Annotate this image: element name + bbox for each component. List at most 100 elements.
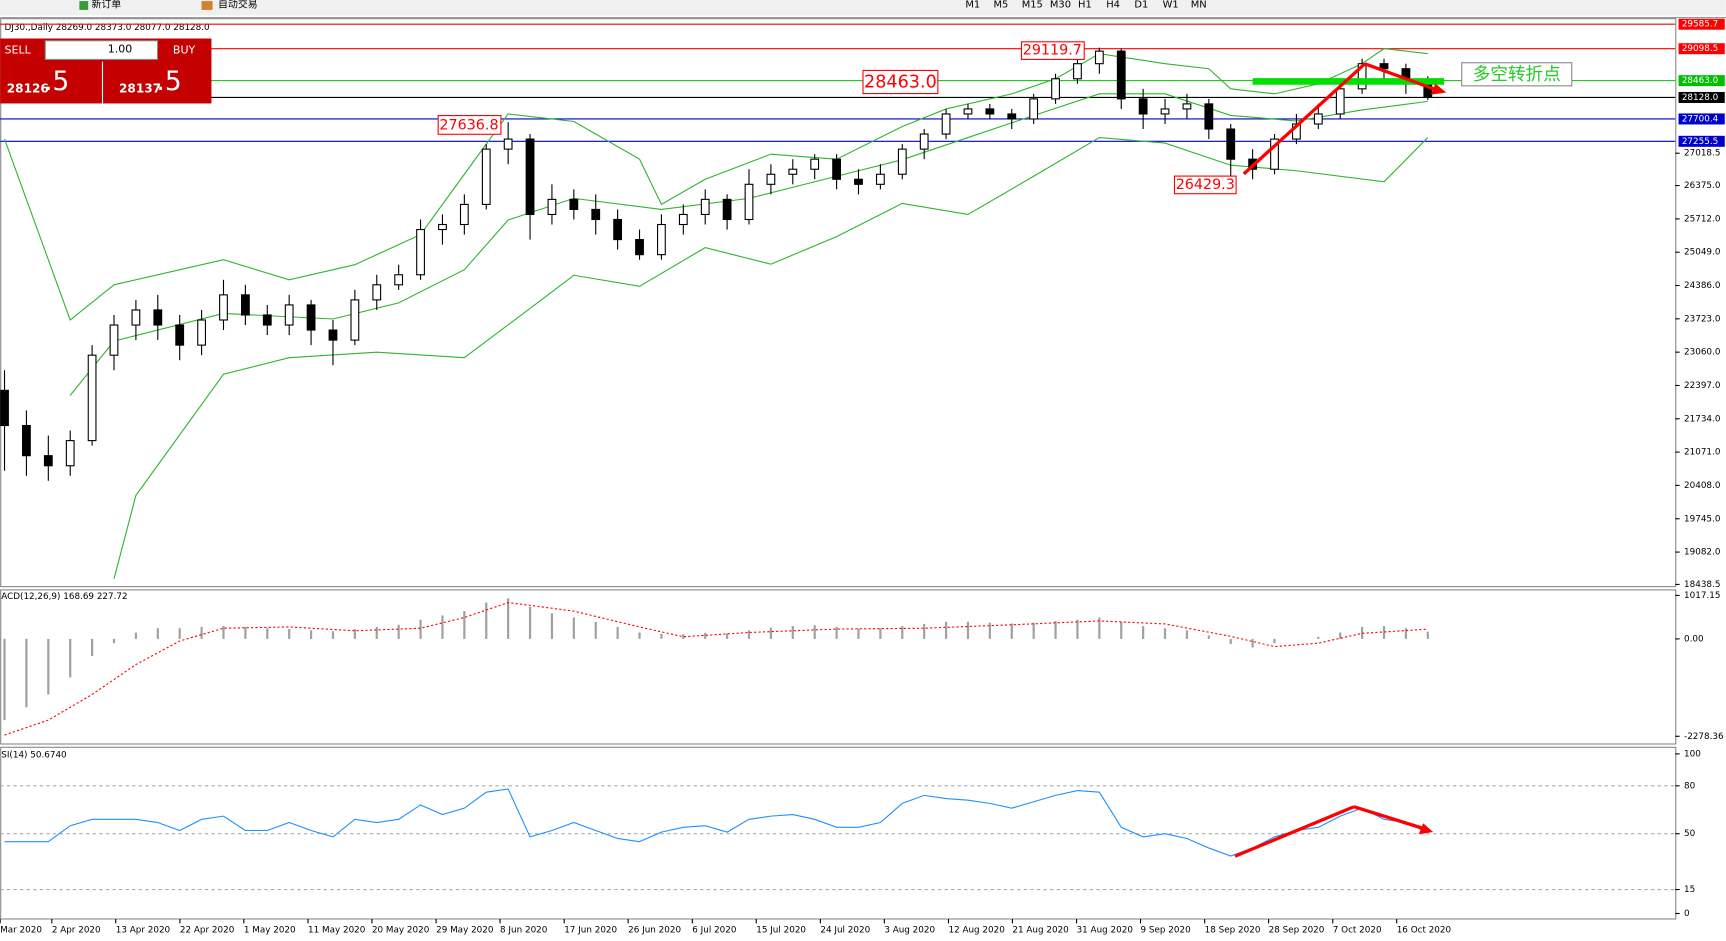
annotation-box — [1461, 62, 1573, 87]
timeframe[interactable]: M5 — [994, 0, 1009, 10]
x-tick-label: 16 Oct 2020 — [1397, 925, 1452, 935]
x-tick-label: 20 May 2020 — [372, 925, 430, 935]
auto-trading-icon[interactable] — [201, 1, 213, 10]
candle-body — [328, 329, 338, 341]
candle-body — [963, 108, 973, 115]
trade-panel: SELL 1.00 BUY 28126 .5 28137 .5 — [0, 38, 212, 104]
timeframe[interactable]: M15 — [1022, 0, 1043, 10]
candle-body — [1182, 103, 1192, 110]
candle-body — [175, 324, 185, 346]
candle-body — [350, 299, 360, 341]
y-tick-label: 15 — [1684, 885, 1695, 895]
candle-body — [1204, 103, 1214, 130]
lot-value[interactable]: 1.00 — [108, 43, 133, 56]
rsi-line — [4, 788, 1429, 857]
candle-body — [503, 138, 513, 150]
candle-body — [459, 203, 469, 226]
x-tick-label: 15 Jul 2020 — [756, 925, 806, 935]
x-tick-label: 7 Oct 2020 — [1333, 925, 1382, 935]
ask-price[interactable]: 28137 — [119, 82, 161, 96]
timeframe[interactable]: M1 — [965, 0, 980, 10]
candle-body — [219, 294, 228, 321]
candle-body — [832, 158, 841, 180]
candle-body — [1335, 88, 1345, 115]
y-tick-label: 21071.0 — [1684, 448, 1721, 458]
timeframe[interactable]: D1 — [1134, 0, 1148, 10]
y-tick-label: 26375.0 — [1684, 181, 1721, 191]
signal-line — [4, 601, 1428, 736]
y-tick-label: 19082.0 — [1684, 548, 1721, 558]
x-tick-label: 12 Aug 2020 — [948, 925, 1005, 935]
timeframe[interactable]: M30 — [1050, 0, 1071, 10]
candle-body — [810, 158, 820, 170]
candle-body — [240, 294, 250, 316]
candle-body — [766, 173, 776, 185]
auto-trading[interactable]: 自动交易 — [218, 0, 258, 10]
pane — [0, 589, 1677, 745]
candle-body — [1051, 78, 1060, 100]
candle-body — [65, 440, 75, 467]
timeframe[interactable]: H1 — [1078, 0, 1092, 10]
annotation: 27636.8 — [439, 117, 498, 133]
annotation: 29119.7 — [1023, 43, 1082, 59]
candle-body — [1094, 50, 1104, 65]
level-label: 27700.4 — [1682, 114, 1719, 124]
rsi-title: SI(14) 50.6740 — [1, 751, 67, 761]
y-tick-label: 25049.0 — [1684, 248, 1721, 258]
timeframe[interactable]: H4 — [1106, 0, 1120, 10]
candle-body — [985, 108, 995, 115]
timeframe[interactable]: MN — [1191, 0, 1207, 10]
candle-body — [569, 198, 579, 210]
bollinger-band — [69, 93, 1428, 396]
level-tag — [1678, 75, 1725, 87]
lot-input[interactable] — [44, 40, 159, 60]
y-tick-label: 50 — [1684, 829, 1696, 839]
candle-body — [525, 138, 535, 216]
candle-body — [197, 319, 206, 346]
rsi-arrow — [1234, 805, 1355, 858]
x-tick-label: 2 Apr 2020 — [52, 925, 101, 935]
timeframe[interactable]: W1 — [1163, 0, 1179, 10]
candle-body — [153, 309, 163, 326]
candle-body — [1029, 98, 1039, 120]
x-tick-label: 17 Jun 2020 — [564, 925, 617, 935]
candle-body — [678, 213, 688, 226]
bollinger-band — [4, 48, 1428, 321]
level-label: 28128.0 — [1682, 93, 1719, 103]
ask-frac[interactable]: .5 — [156, 66, 181, 97]
buy-button[interactable]: BUY — [173, 44, 196, 57]
sell-button[interactable]: SELL — [5, 44, 32, 57]
candle-body — [262, 314, 272, 326]
y-tick-label: 22397.0 — [1684, 381, 1721, 391]
candle-body — [657, 223, 666, 256]
arrow-head — [1430, 83, 1447, 95]
new-order[interactable]: 新订单 — [91, 0, 121, 10]
y-tick-label: 19745.0 — [1684, 514, 1721, 524]
annotation-box — [437, 115, 502, 135]
level-label: 29098.5 — [1682, 44, 1718, 54]
level-tag — [1678, 43, 1725, 55]
y-tick-label: 18438.5 — [1684, 580, 1720, 590]
candle-body — [547, 198, 557, 216]
candle-body — [43, 455, 53, 467]
bid-price[interactable]: 28126 — [7, 82, 49, 96]
candle-body — [481, 148, 491, 205]
level-tag — [1678, 135, 1725, 147]
x-tick-label: 28 Sep 2020 — [1269, 925, 1325, 935]
x-tick-label: 13 Apr 2020 — [116, 925, 171, 935]
y-tick-label: 80 — [1684, 781, 1696, 791]
x-tick-label: 11 May 2020 — [308, 925, 366, 935]
candle-body — [131, 309, 141, 326]
new-order-icon[interactable] — [79, 1, 89, 10]
annotation-box — [1020, 41, 1085, 60]
level-tag — [1678, 113, 1725, 125]
x-tick-label: 18 Sep 2020 — [1205, 925, 1261, 935]
x-tick-label: 31 Aug 2020 — [1077, 925, 1134, 935]
candle-body — [109, 324, 119, 356]
x-tick-label: 22 Apr 2020 — [180, 925, 235, 935]
candle-body — [22, 424, 31, 457]
y-tick-label: 21734.0 — [1684, 414, 1721, 424]
candle-body — [1073, 63, 1082, 80]
bid-frac[interactable]: .5 — [44, 66, 69, 97]
x-tick-label: Mar 2020 — [0, 925, 42, 935]
